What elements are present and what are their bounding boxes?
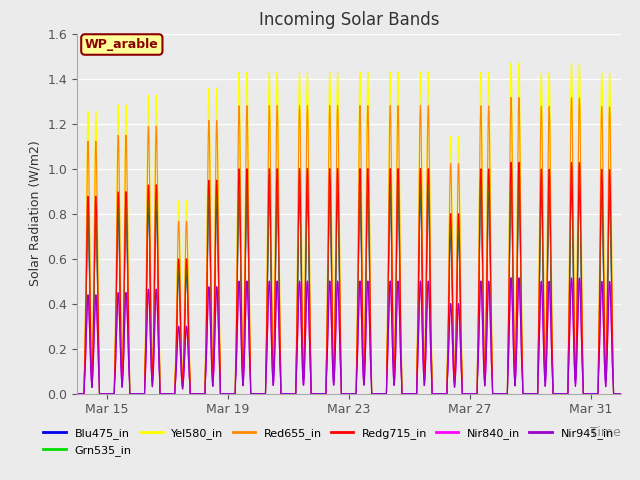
Grn535_in <box>422 275 430 280</box>
Blu475_in <box>105 391 113 396</box>
Nir840_in <box>542 369 550 375</box>
Blu475_in <box>362 260 370 266</box>
Redg715_in <box>73 391 81 396</box>
Nir840_in <box>73 391 81 396</box>
Yel580_in <box>617 391 625 396</box>
Nir945_in <box>508 275 515 281</box>
Nir945_in <box>362 318 370 324</box>
Grn535_in <box>105 391 113 396</box>
Grn535_in <box>542 350 550 356</box>
Red655_in <box>542 336 550 342</box>
Redg715_in <box>362 246 370 252</box>
Line: Redg715_in: Redg715_in <box>77 162 621 394</box>
Red655_in <box>307 322 314 328</box>
Nir840_in <box>362 318 370 324</box>
Blu475_in <box>617 391 625 396</box>
Yel580_in <box>105 391 113 396</box>
Grn535_in <box>508 171 515 177</box>
Yel580_in <box>542 329 550 335</box>
Nir945_in <box>307 364 314 370</box>
Title: Incoming Solar Bands: Incoming Solar Bands <box>259 11 439 29</box>
Line: Blu475_in: Blu475_in <box>77 185 621 394</box>
Line: Nir945_in: Nir945_in <box>77 278 621 394</box>
Text: WP_arable: WP_arable <box>85 38 159 51</box>
Blu475_in <box>307 343 314 348</box>
Red655_in <box>105 391 113 396</box>
Yel580_in <box>73 391 81 396</box>
Blu475_in <box>542 352 550 358</box>
Grn535_in <box>73 391 81 396</box>
Line: Nir840_in: Nir840_in <box>77 278 621 394</box>
Nir840_in <box>315 391 323 396</box>
Red655_in <box>422 234 430 240</box>
Text: Time: Time <box>590 426 621 439</box>
Redg715_in <box>105 391 113 396</box>
Yel580_in <box>315 391 323 396</box>
Y-axis label: Solar Radiation (W/m2): Solar Radiation (W/m2) <box>29 141 42 287</box>
Nir840_in <box>105 391 113 396</box>
Redg715_in <box>307 337 314 343</box>
Grn535_in <box>307 340 314 346</box>
Red655_in <box>73 391 81 396</box>
Nir945_in <box>617 391 625 396</box>
Blu475_in <box>508 182 515 188</box>
Blu475_in <box>422 281 430 287</box>
Red655_in <box>617 391 625 396</box>
Yel580_in <box>508 60 515 66</box>
Nir945_in <box>422 330 430 336</box>
Nir840_in <box>422 330 430 336</box>
Grn535_in <box>315 391 323 396</box>
Grn535_in <box>617 391 625 396</box>
Line: Red655_in: Red655_in <box>77 97 621 394</box>
Nir945_in <box>315 391 323 396</box>
Nir945_in <box>105 391 113 396</box>
Nir840_in <box>508 275 515 281</box>
Redg715_in <box>422 269 430 275</box>
Grn535_in <box>362 253 370 259</box>
Yel580_in <box>307 314 314 320</box>
Red655_in <box>508 95 515 100</box>
Blu475_in <box>315 391 323 396</box>
Legend: Blu475_in, Grn535_in, Yel580_in, Red655_in, Redg715_in, Nir840_in, Nir945_in: Blu475_in, Grn535_in, Yel580_in, Red655_… <box>39 424 618 460</box>
Line: Yel580_in: Yel580_in <box>77 63 621 394</box>
Redg715_in <box>508 159 515 165</box>
Blu475_in <box>73 391 81 396</box>
Red655_in <box>362 205 370 211</box>
Redg715_in <box>315 391 323 396</box>
Line: Grn535_in: Grn535_in <box>77 174 621 394</box>
Nir840_in <box>617 391 625 396</box>
Redg715_in <box>542 348 550 354</box>
Nir945_in <box>542 369 550 375</box>
Nir840_in <box>307 364 314 370</box>
Red655_in <box>315 391 323 396</box>
Yel580_in <box>422 216 430 222</box>
Yel580_in <box>362 183 370 189</box>
Redg715_in <box>617 391 625 396</box>
Nir945_in <box>73 391 81 396</box>
